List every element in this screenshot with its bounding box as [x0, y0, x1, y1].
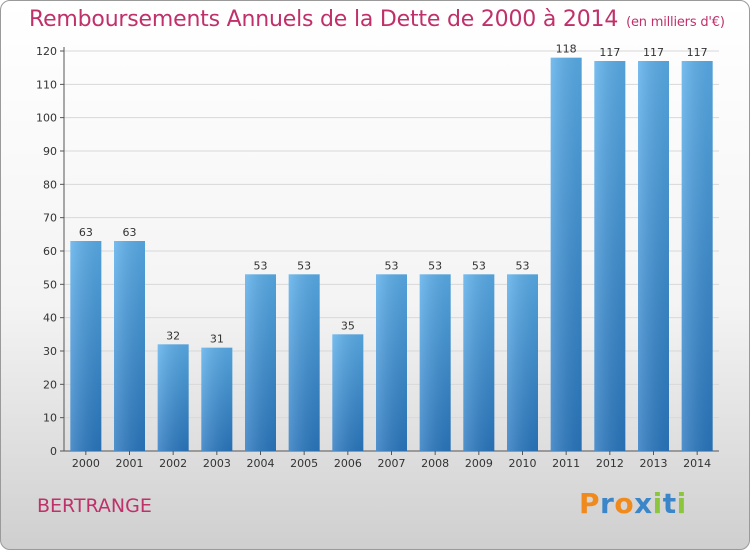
bar-value-label: 31 [210, 333, 224, 346]
logo-letter: P [579, 487, 601, 520]
y-tick-label: 40 [43, 312, 57, 325]
bar-shade [507, 274, 538, 451]
bar-shade [419, 274, 451, 451]
bar-shade [681, 61, 713, 451]
y-tick-label: 50 [43, 278, 57, 291]
logo-letter: o [614, 487, 635, 520]
bar-value-label: 53 [254, 259, 268, 272]
x-tick-label: 2009 [465, 457, 493, 470]
y-tick-label: 20 [43, 378, 57, 391]
x-tick-label: 2005 [290, 457, 318, 470]
logo-letter: i [652, 487, 663, 520]
bar-shade [463, 274, 495, 451]
logo-letter: r [600, 487, 615, 520]
bar-value-label: 53 [516, 259, 530, 272]
x-tick-label: 2013 [640, 457, 668, 470]
x-tick-label: 2004 [247, 457, 275, 470]
bar-value-label: 53 [472, 259, 486, 272]
bar-shade [288, 274, 320, 451]
logo-letter: i [676, 487, 687, 520]
y-tick-label: 10 [43, 412, 57, 425]
bar-shade [594, 61, 626, 451]
bar-shade [638, 61, 669, 451]
y-tick-label: 30 [43, 345, 57, 358]
bar-value-label: 63 [79, 226, 93, 239]
bar-value-label: 117 [687, 46, 708, 59]
bar-shade [70, 241, 102, 451]
y-tick-label: 60 [43, 245, 57, 258]
proxiti-logo: Proxiti [579, 487, 687, 520]
y-tick-label: 90 [43, 145, 57, 158]
x-tick-label: 2012 [596, 457, 624, 470]
x-tick-label: 2003 [203, 457, 231, 470]
bar-value-label: 117 [643, 46, 664, 59]
bar-shade [114, 241, 145, 451]
bar-shade [376, 274, 407, 451]
x-tick-label: 2001 [116, 457, 144, 470]
logo-letter: x [634, 487, 653, 520]
bar-value-label: 53 [297, 259, 311, 272]
x-tick-label: 2011 [552, 457, 580, 470]
x-tick-label: 2006 [334, 457, 362, 470]
y-tick-label: 80 [43, 178, 57, 191]
chart-title: Remboursements Annuels de la Dette de 20… [29, 7, 725, 32]
bar-value-label: 63 [123, 226, 137, 239]
x-tick-label: 2002 [159, 457, 187, 470]
bar-shade [245, 274, 276, 451]
chart-unit: (en milliers d'€) [626, 15, 725, 30]
y-tick-label: 120 [36, 45, 57, 58]
labels: 63 2000 63 2001 32 2002 31 2003 53 2004 53 2005 35 20… [72, 43, 711, 470]
y-tick-label: 110 [36, 78, 57, 91]
place-name: BERTRANGE [37, 495, 152, 517]
bars [70, 57, 713, 452]
bar-value-label: 53 [428, 259, 442, 272]
x-tick-label: 2007 [378, 457, 406, 470]
chart-title-text: Remboursements Annuels de la Dette de 20… [29, 7, 619, 32]
y-tick-label: 100 [36, 112, 57, 125]
x-tick-label: 2010 [509, 457, 537, 470]
x-tick-label: 2008 [421, 457, 449, 470]
y-tick-label: 70 [43, 212, 57, 225]
bar-value-label: 53 [385, 259, 399, 272]
bar-value-label: 35 [341, 319, 355, 332]
bar-shade [201, 347, 233, 451]
bar-value-label: 118 [556, 43, 577, 56]
logo-letter: t [662, 487, 677, 520]
bar-value-label: 117 [599, 46, 620, 59]
bar-shade [332, 334, 364, 451]
x-tick-label: 2000 [72, 457, 100, 470]
x-tick-label: 2014 [683, 457, 711, 470]
bar-value-label: 32 [166, 329, 180, 342]
bar-shade [550, 57, 582, 452]
bar-shade [157, 344, 189, 451]
y-tick-label: 0 [50, 445, 57, 458]
